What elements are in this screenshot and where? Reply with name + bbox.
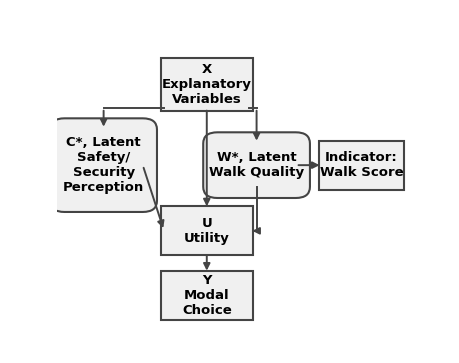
FancyBboxPatch shape — [161, 271, 253, 319]
FancyBboxPatch shape — [161, 207, 253, 255]
Text: W*, Latent
Walk Quality: W*, Latent Walk Quality — [209, 151, 304, 179]
FancyBboxPatch shape — [50, 118, 157, 212]
Text: Indicator:
Walk Score: Indicator: Walk Score — [320, 151, 403, 179]
FancyBboxPatch shape — [319, 141, 404, 189]
Text: C*, Latent
Safety/
Security
Perception: C*, Latent Safety/ Security Perception — [63, 136, 144, 194]
Text: Y
Modal
Choice: Y Modal Choice — [182, 274, 232, 317]
FancyBboxPatch shape — [203, 132, 310, 198]
Text: U
Utility: U Utility — [184, 217, 230, 245]
FancyBboxPatch shape — [161, 57, 253, 111]
Text: X
Explanatory
Variables: X Explanatory Variables — [162, 62, 252, 106]
